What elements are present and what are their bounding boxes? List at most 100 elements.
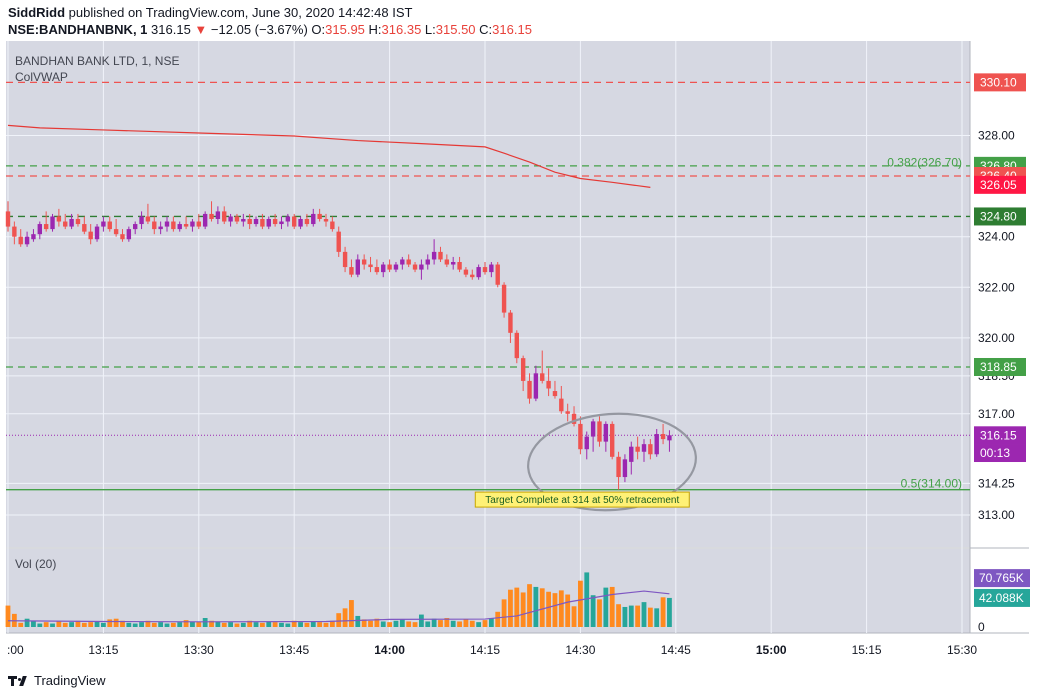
volume-bar <box>482 620 488 627</box>
candle-body <box>552 391 558 397</box>
candle <box>113 218 119 237</box>
x-tick-label: 14:30 <box>565 643 595 657</box>
candle-body <box>152 221 157 230</box>
candle <box>260 213 265 230</box>
candle <box>508 310 513 343</box>
volume-label: Vol (20) <box>15 557 56 571</box>
volume-bar <box>635 605 641 627</box>
candle-body <box>126 229 132 240</box>
volume-bar <box>571 606 577 627</box>
candle-body <box>381 264 386 273</box>
candle-body <box>5 211 11 227</box>
candle-body <box>444 259 450 265</box>
volume-bar <box>597 599 602 627</box>
volume-bar <box>75 620 81 627</box>
candle-body <box>336 231 341 252</box>
footer-brand: TradingView <box>8 673 106 688</box>
volume-bar <box>336 613 342 627</box>
candle-body <box>476 267 481 278</box>
indicator-label: ColVWAP <box>15 70 68 84</box>
candle <box>590 418 596 452</box>
candle <box>171 216 176 232</box>
volume-bar <box>444 618 450 627</box>
volume-bar <box>183 620 189 627</box>
volume-bar <box>329 620 335 627</box>
volume-bar <box>196 622 202 627</box>
candle <box>152 216 157 235</box>
volume-bar <box>94 621 100 627</box>
candle-body <box>317 213 322 219</box>
candle-body <box>171 221 176 230</box>
candle <box>482 262 488 275</box>
price-label-text: 330.10 <box>980 75 1017 89</box>
candle <box>368 256 373 273</box>
candle-body <box>559 398 564 412</box>
chart-canvas[interactable]: :00 13:15 13:30 13:45 14:00 14:15 14:30 14:45 15… <box>0 0 1037 665</box>
candle-body <box>94 226 100 240</box>
candle-body <box>18 236 23 245</box>
volume-bar <box>234 623 240 627</box>
grid <box>6 41 970 633</box>
volume-bar <box>323 622 329 627</box>
volume-bar <box>5 605 11 627</box>
volume-bar <box>164 623 170 627</box>
volume-bar <box>412 622 418 627</box>
candle-body <box>56 216 62 222</box>
candle <box>616 451 621 490</box>
candle-body <box>438 251 443 260</box>
candle-body <box>546 380 551 389</box>
candle-body <box>584 436 589 450</box>
candle-body <box>190 221 195 227</box>
volume-bar <box>380 621 386 627</box>
volume-bar <box>463 619 469 627</box>
candle-body <box>629 446 634 462</box>
volume-bar <box>126 622 132 627</box>
volume-bar <box>31 621 36 627</box>
candle <box>495 262 500 288</box>
volume-bar <box>158 622 164 627</box>
candle <box>69 213 74 230</box>
candle <box>266 216 271 230</box>
candle-body <box>222 211 227 222</box>
candle-body <box>75 218 81 225</box>
candle <box>514 330 519 364</box>
candle <box>31 229 36 242</box>
publisher-name[interactable]: SiddRidd <box>8 5 66 20</box>
candle <box>234 213 240 225</box>
chart-title: BANDHAN BANK LTD, 1, NSE <box>15 54 179 68</box>
candle <box>393 262 399 273</box>
candle-body <box>565 411 570 414</box>
candle-body <box>69 218 74 227</box>
candle-body <box>342 251 348 268</box>
volume-bar <box>240 622 246 627</box>
candle-body <box>622 459 628 478</box>
volume-bar <box>107 619 113 627</box>
x-tick-label: :00 <box>7 643 24 657</box>
price-label-bg <box>974 444 1026 463</box>
volume-tick-label: 0 <box>978 620 985 634</box>
candle-body <box>139 216 144 225</box>
volume-bar <box>317 622 323 627</box>
candle <box>94 224 100 242</box>
candle <box>285 213 291 227</box>
candle <box>438 246 443 262</box>
volume-bar <box>177 622 183 627</box>
candle <box>533 365 539 402</box>
candle <box>164 216 170 232</box>
price-label-text: 316.15 <box>980 428 1017 442</box>
candle <box>24 231 30 247</box>
volume-bar <box>406 621 412 627</box>
candle-body <box>578 423 583 450</box>
candle-body <box>597 421 602 442</box>
candle <box>82 216 87 235</box>
candle <box>158 221 163 235</box>
x-tick-label: 14:45 <box>661 643 691 657</box>
volume-bar <box>43 622 49 627</box>
candle-body <box>88 231 93 240</box>
volume-bar <box>628 605 634 627</box>
volume-bar <box>387 622 392 627</box>
volume-bar <box>552 593 558 627</box>
price-label-text: 00:13 <box>980 446 1010 460</box>
candle-body <box>648 444 653 455</box>
candle <box>139 211 144 230</box>
